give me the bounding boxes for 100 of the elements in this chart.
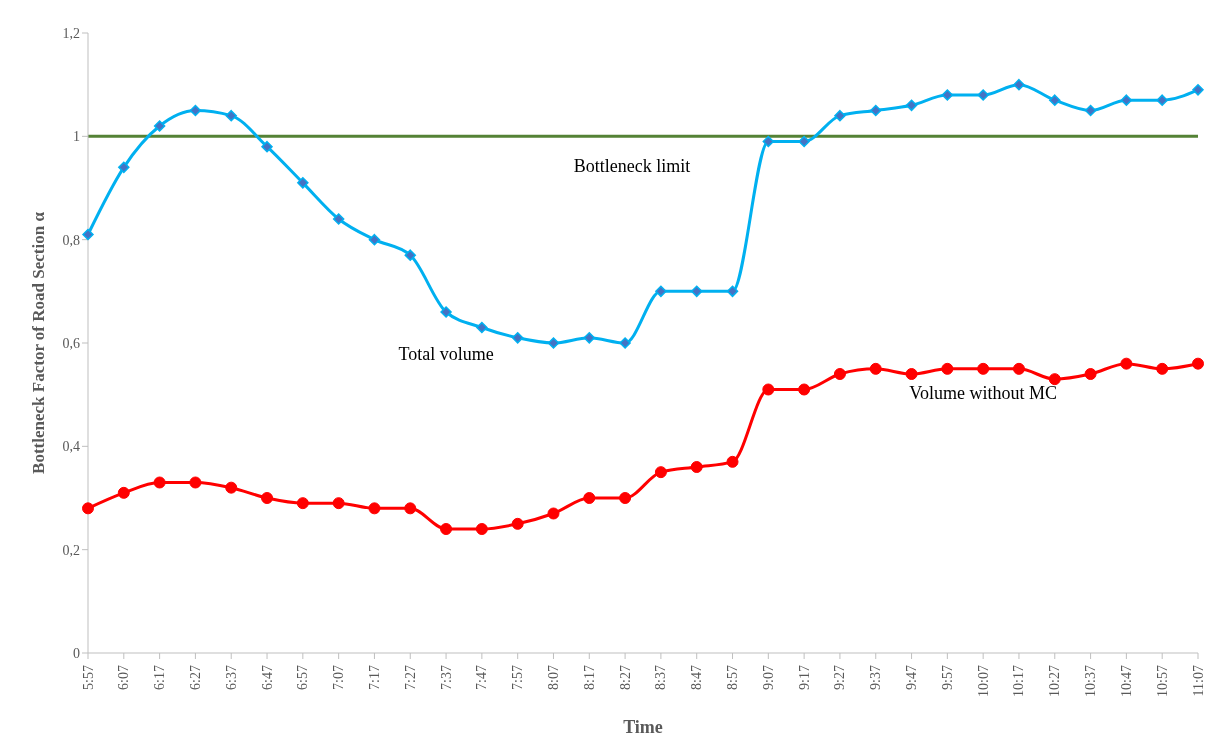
point <box>619 337 631 349</box>
point <box>225 109 237 122</box>
x-tick-label: 6:17 <box>152 665 168 690</box>
point <box>833 368 846 380</box>
x-tick-label: 8:17 <box>581 665 597 690</box>
x-tick-label: 8:07 <box>545 665 561 690</box>
point <box>297 177 309 189</box>
point <box>476 321 488 334</box>
point <box>869 104 882 117</box>
y-axis-title: Bottleneck Factor of Road Section α <box>29 211 49 474</box>
y-tick-label: 0 <box>73 645 80 661</box>
x-tick-label: 9:37 <box>868 665 884 690</box>
point <box>82 502 94 515</box>
point <box>475 523 488 535</box>
point <box>547 507 560 520</box>
point <box>261 492 274 504</box>
point <box>1120 94 1133 106</box>
point <box>905 368 918 380</box>
point <box>726 455 739 468</box>
point <box>1084 368 1097 380</box>
point <box>404 502 417 515</box>
point <box>690 285 703 298</box>
x-tick-label: 8:27 <box>617 665 633 690</box>
point <box>1012 362 1025 375</box>
point <box>440 306 452 318</box>
x-tick-label: 8:47 <box>689 665 705 690</box>
x-tick-label: 7:07 <box>331 665 347 690</box>
point <box>1049 94 1061 106</box>
point <box>153 476 166 489</box>
point <box>1192 84 1204 96</box>
point <box>1048 373 1061 386</box>
point <box>834 109 846 122</box>
x-tick-label: 6:47 <box>259 665 275 690</box>
x-tick-label: 8:37 <box>653 665 669 690</box>
y-tick-label: 0,8 <box>62 232 80 248</box>
x-tick-label: 9:07 <box>760 665 776 690</box>
x-tick-label: 11:07 <box>1190 665 1206 697</box>
x-tick-label: 10:37 <box>1083 665 1099 697</box>
point <box>762 383 775 396</box>
x-tick-label: 10:17 <box>1011 665 1027 697</box>
ref-line-label: Bottleneck limit <box>573 156 691 177</box>
point <box>118 161 130 174</box>
point <box>977 362 990 375</box>
point <box>1156 94 1168 106</box>
x-tick-label: 7:37 <box>438 665 454 690</box>
point <box>1120 357 1133 370</box>
x-tick-label: 7:17 <box>366 665 382 690</box>
y-tick-label: 0,2 <box>62 542 80 558</box>
y-tick-label: 1,2 <box>62 25 80 41</box>
point <box>225 481 238 494</box>
point <box>583 332 596 344</box>
point <box>654 466 667 479</box>
point <box>1156 362 1169 375</box>
point <box>261 140 273 153</box>
point <box>368 502 381 515</box>
y-tick-label: 1 <box>73 129 80 145</box>
point <box>296 497 309 510</box>
point <box>869 362 882 375</box>
point <box>368 233 381 246</box>
point <box>655 285 667 298</box>
x-tick-label: 9:47 <box>904 665 920 690</box>
y-tick-label: 0,6 <box>62 335 80 351</box>
x-tick-label: 7:27 <box>402 665 418 690</box>
x-tick-label: 6:37 <box>223 665 239 690</box>
x-tick-label: 6:27 <box>187 665 203 690</box>
point <box>726 285 739 298</box>
point <box>798 383 811 396</box>
point <box>583 492 596 504</box>
x-tick-label: 7:57 <box>510 665 526 690</box>
point <box>941 89 954 101</box>
point <box>153 120 166 132</box>
x-tick-label: 7:47 <box>474 665 490 690</box>
point <box>511 517 524 530</box>
x-tick-label: 6:57 <box>295 665 311 690</box>
point <box>117 486 130 499</box>
point <box>404 249 417 261</box>
point <box>547 337 560 349</box>
point <box>440 523 453 535</box>
x-tick-label: 5:57 <box>80 665 96 690</box>
point <box>941 362 954 375</box>
point <box>332 213 345 225</box>
x-tick-label: 10:07 <box>975 665 991 697</box>
series-label: Volume without MC <box>909 382 1058 403</box>
point <box>798 135 810 148</box>
series-label: Total volume <box>398 344 494 364</box>
point <box>189 104 202 117</box>
point <box>189 476 202 489</box>
point <box>905 99 918 112</box>
point <box>1013 78 1025 91</box>
point <box>1084 104 1097 117</box>
x-tick-label: 10:57 <box>1154 665 1170 697</box>
x-tick-label: 6:07 <box>116 665 132 690</box>
x-tick-label: 9:17 <box>796 665 812 690</box>
point <box>511 332 524 344</box>
point <box>1192 357 1204 370</box>
x-tick-label: 10:27 <box>1047 665 1063 697</box>
point <box>690 461 703 473</box>
x-axis-title: Time <box>623 717 663 737</box>
point <box>332 497 345 510</box>
x-tick-label: 10:47 <box>1118 665 1134 697</box>
